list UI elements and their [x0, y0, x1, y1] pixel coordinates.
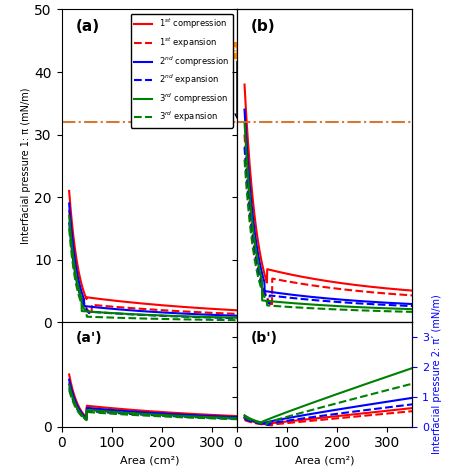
X-axis label: Area (cm²): Area (cm²): [119, 456, 179, 466]
Text: (b'): (b'): [251, 331, 278, 345]
Y-axis label: Interfacial pressure 1: π (mN/m): Interfacial pressure 1: π (mN/m): [21, 88, 31, 244]
Text: (b): (b): [251, 19, 276, 34]
Legend: 1$^{st}$ compression, 1$^{st}$ expansion, 2$^{nd}$ compression, 2$^{nd}$ expansi: 1$^{st}$ compression, 1$^{st}$ expansion…: [131, 14, 233, 128]
Text: (a'): (a'): [76, 331, 102, 345]
Text: (a): (a): [76, 19, 100, 34]
Y-axis label: Interfacial pressure 2: π’ (mN/m): Interfacial pressure 2: π’ (mN/m): [432, 294, 442, 455]
Text: Transition between Regime II and III: Transition between Regime II and III: [137, 45, 337, 118]
X-axis label: Area (cm²): Area (cm²): [295, 456, 355, 466]
